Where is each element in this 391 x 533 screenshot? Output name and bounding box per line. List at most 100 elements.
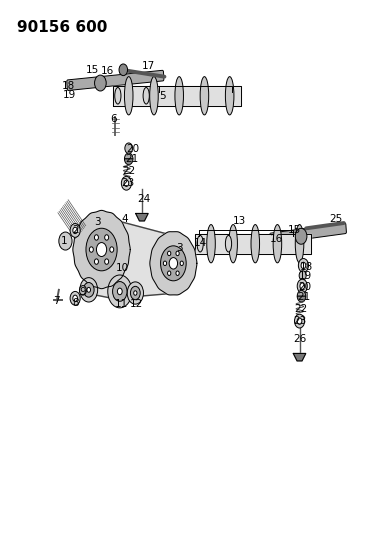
Wedge shape: [124, 159, 133, 165]
Circle shape: [73, 295, 77, 302]
Circle shape: [95, 259, 99, 264]
Ellipse shape: [225, 236, 231, 252]
Circle shape: [90, 247, 93, 252]
Text: 19: 19: [298, 271, 312, 281]
Ellipse shape: [150, 77, 158, 115]
Text: 16: 16: [270, 234, 283, 244]
Text: 2: 2: [73, 225, 79, 236]
Text: 18: 18: [61, 81, 75, 91]
Circle shape: [176, 251, 179, 256]
Text: 1: 1: [61, 236, 68, 246]
Circle shape: [87, 287, 91, 292]
Text: 8: 8: [73, 297, 79, 308]
Circle shape: [95, 75, 106, 91]
Circle shape: [161, 246, 186, 281]
Circle shape: [97, 243, 107, 256]
Text: 22: 22: [294, 304, 308, 314]
Circle shape: [125, 143, 133, 154]
Text: 15: 15: [86, 66, 99, 75]
Text: 12: 12: [130, 298, 143, 309]
Ellipse shape: [197, 236, 203, 252]
Text: 4: 4: [122, 214, 128, 224]
Circle shape: [70, 223, 80, 237]
Circle shape: [83, 282, 94, 297]
Ellipse shape: [200, 77, 209, 115]
Circle shape: [127, 282, 143, 304]
Circle shape: [180, 261, 183, 265]
Circle shape: [105, 259, 109, 264]
Ellipse shape: [115, 87, 121, 104]
Text: 7: 7: [53, 296, 60, 306]
Ellipse shape: [124, 77, 133, 115]
Circle shape: [79, 286, 86, 295]
Wedge shape: [124, 153, 133, 159]
Text: 19: 19: [63, 90, 76, 100]
Text: 14: 14: [194, 238, 207, 248]
Circle shape: [110, 247, 114, 252]
Circle shape: [121, 176, 131, 190]
FancyBboxPatch shape: [270, 223, 346, 244]
Circle shape: [119, 64, 127, 76]
Ellipse shape: [175, 77, 183, 115]
Text: 22: 22: [122, 166, 135, 176]
Text: 15: 15: [288, 225, 301, 236]
Text: 5: 5: [159, 91, 166, 101]
Circle shape: [297, 318, 302, 324]
Circle shape: [168, 251, 171, 256]
Ellipse shape: [225, 77, 234, 115]
Text: 16: 16: [100, 67, 114, 76]
Wedge shape: [297, 290, 306, 296]
Text: 23: 23: [294, 316, 307, 326]
Circle shape: [294, 314, 305, 328]
Text: 3: 3: [176, 243, 183, 253]
Circle shape: [134, 291, 137, 295]
Circle shape: [95, 235, 99, 240]
Circle shape: [86, 228, 117, 271]
Polygon shape: [73, 211, 130, 289]
Circle shape: [176, 271, 179, 276]
Polygon shape: [196, 233, 311, 254]
Circle shape: [108, 275, 132, 308]
Text: 18: 18: [300, 262, 313, 271]
Circle shape: [113, 281, 127, 301]
Polygon shape: [293, 353, 306, 361]
Polygon shape: [75, 215, 195, 300]
Text: 3: 3: [94, 217, 101, 228]
Circle shape: [124, 180, 129, 187]
Circle shape: [73, 227, 77, 233]
Circle shape: [163, 261, 167, 265]
Circle shape: [80, 278, 98, 302]
Text: 17: 17: [142, 61, 156, 71]
Circle shape: [295, 228, 307, 244]
Circle shape: [168, 271, 171, 276]
Circle shape: [299, 271, 306, 280]
Text: 13: 13: [232, 216, 246, 227]
Text: 26: 26: [293, 334, 306, 344]
Text: 90156 600: 90156 600: [17, 20, 107, 35]
Text: 11: 11: [115, 298, 128, 309]
Circle shape: [298, 259, 308, 272]
Ellipse shape: [295, 224, 304, 263]
Polygon shape: [113, 86, 241, 106]
Circle shape: [300, 283, 305, 289]
Text: 24: 24: [138, 193, 151, 204]
Ellipse shape: [229, 224, 237, 263]
Ellipse shape: [207, 224, 215, 263]
Text: 21: 21: [125, 155, 138, 164]
Circle shape: [70, 292, 80, 305]
Text: 25: 25: [329, 214, 343, 224]
Circle shape: [169, 257, 178, 269]
Ellipse shape: [251, 224, 260, 263]
Text: 10: 10: [116, 263, 129, 272]
Ellipse shape: [273, 224, 282, 263]
Polygon shape: [150, 232, 197, 295]
Text: 6: 6: [111, 114, 117, 124]
Circle shape: [297, 279, 307, 293]
Wedge shape: [297, 296, 306, 302]
Circle shape: [117, 288, 122, 295]
Ellipse shape: [143, 87, 149, 104]
Circle shape: [59, 232, 72, 250]
Circle shape: [105, 235, 109, 240]
Circle shape: [301, 262, 306, 269]
Text: 21: 21: [297, 292, 310, 302]
